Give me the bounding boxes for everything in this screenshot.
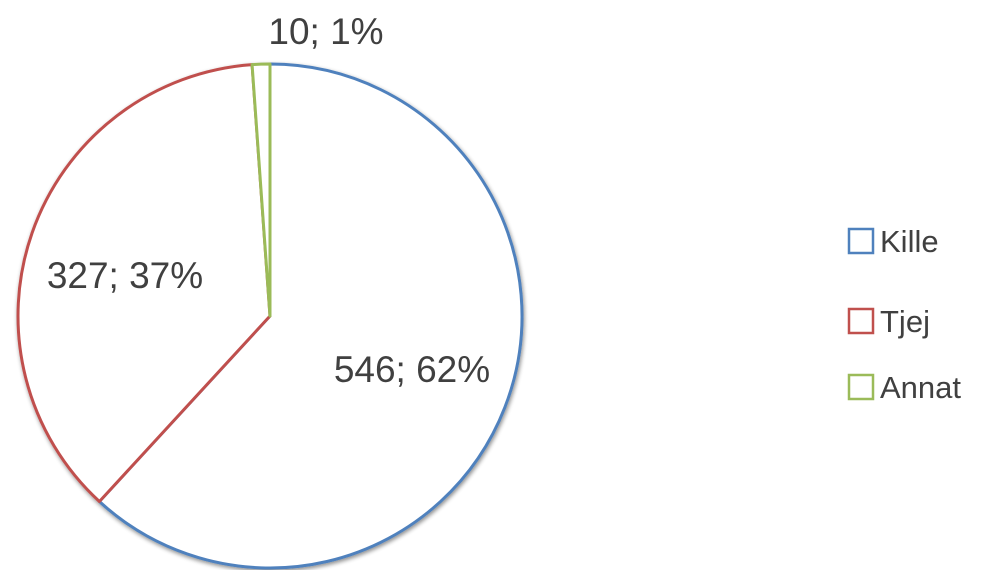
legend-label-tjej: Tjej bbox=[880, 304, 930, 339]
legend: Kille Tjej Annat bbox=[847, 224, 961, 405]
legend-item-tjej: Tjej bbox=[847, 304, 930, 339]
pie-data-labels: 546; 62% 327; 37% 10; 1% bbox=[47, 11, 490, 390]
pie-slices bbox=[16, 62, 524, 570]
data-label-kille: 546; 62% bbox=[334, 349, 490, 390]
pie-slice-kille bbox=[97, 62, 524, 570]
data-label-annat: 10; 1% bbox=[268, 11, 383, 52]
legend-swatch-annat bbox=[847, 373, 875, 401]
data-label-tjej: 327; 37% bbox=[47, 255, 203, 296]
legend-item-annat: Annat bbox=[847, 370, 961, 405]
legend-label-kille: Kille bbox=[880, 224, 939, 259]
pie-slice-tjej bbox=[16, 63, 272, 503]
legend-swatch-kille bbox=[847, 227, 875, 255]
pie-slice-annat bbox=[250, 62, 272, 318]
legend-label-annat: Annat bbox=[880, 370, 961, 405]
legend-swatch-tjej bbox=[847, 307, 875, 335]
legend-item-kille: Kille bbox=[847, 224, 939, 259]
